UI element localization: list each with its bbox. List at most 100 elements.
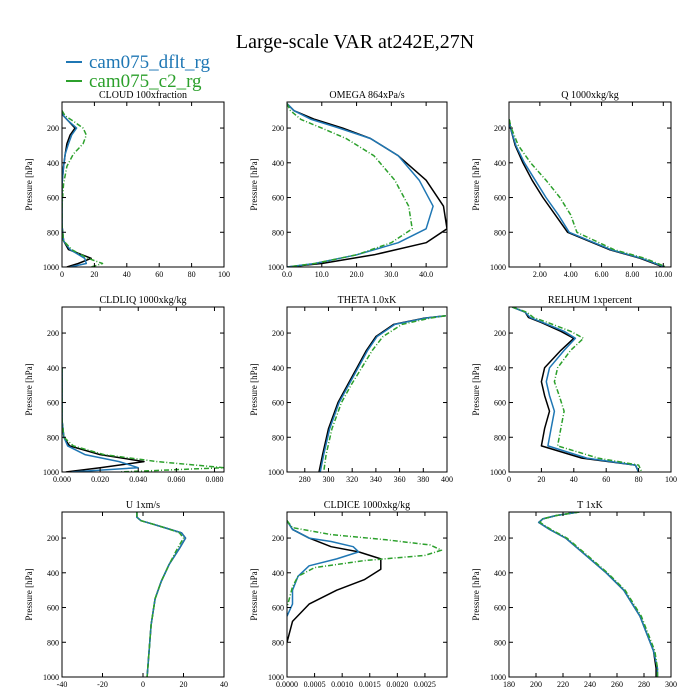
- y-tick-label: 200: [494, 329, 506, 338]
- series-line-green: [287, 520, 443, 608]
- y-axis-label: Pressure [hPa]: [24, 363, 34, 415]
- series-line-blue: [509, 119, 666, 267]
- series-line-green: [511, 307, 643, 472]
- plot-frame: [508, 101, 672, 268]
- x-tick-label: 0.0: [282, 270, 292, 279]
- x-tick-label: 20: [90, 270, 98, 279]
- x-tick-label: -20: [97, 680, 108, 689]
- x-tick-label: 300: [322, 475, 334, 484]
- series-group: [318, 314, 446, 472]
- y-tick-label: 600: [47, 399, 59, 408]
- y-tick-label: 600: [272, 399, 284, 408]
- y-axis-label: Pressure [hPa]: [471, 568, 481, 620]
- y-tick-label: 600: [47, 194, 59, 203]
- y-tick-label: 400: [494, 569, 506, 578]
- y-axis-label: Pressure [hPa]: [24, 158, 34, 210]
- x-tick-label: 380: [417, 475, 429, 484]
- x-tick-label: 220: [557, 680, 569, 689]
- series-line-black: [287, 103, 447, 267]
- panel-title: Q 1000xkg/kg: [561, 90, 619, 101]
- series-line-black: [287, 520, 382, 643]
- panel-1: CLOUD 100xfraction Pressure [hPa] 0 20 40 60 8…: [24, 90, 230, 279]
- y-tick-label: 1000: [43, 263, 59, 272]
- series-line-black: [136, 512, 187, 677]
- y-tick-label: 800: [47, 638, 59, 647]
- legend-label-c2: cam075_c2_rg: [89, 71, 202, 92]
- x-tick-label: 40: [123, 270, 131, 279]
- y-tick-label: 200: [47, 329, 59, 338]
- x-tick-label: 40.0: [419, 270, 433, 279]
- x-tick-label: 40: [220, 680, 228, 689]
- x-tick-label: 6.00: [595, 270, 609, 279]
- x-tick-label: 0.0010: [331, 680, 353, 689]
- y-tick-label: 400: [47, 569, 59, 578]
- series-line-green: [62, 367, 224, 472]
- y-tick-label: 400: [272, 569, 284, 578]
- y-tick-label: 400: [47, 159, 59, 168]
- x-tick-label: 0: [141, 680, 145, 689]
- plot-frame: [286, 306, 448, 473]
- x-tick-label: 20: [537, 475, 545, 484]
- x-tick-label: 100: [218, 270, 230, 279]
- x-tick-label: 4.00: [564, 270, 578, 279]
- series-line-blue: [319, 314, 446, 472]
- y-axis-label: Pressure [hPa]: [249, 568, 259, 620]
- figure-title: Large-scale VAR at242E,27N: [236, 31, 474, 53]
- y-tick-label: 600: [494, 194, 506, 203]
- y-tick-label: 800: [494, 638, 506, 647]
- y-axis-label: Pressure [hPa]: [471, 158, 481, 210]
- y-tick-label: 1000: [490, 468, 506, 477]
- y-tick-label: 600: [272, 194, 284, 203]
- x-tick-label: 0.040: [129, 475, 147, 484]
- series-group: [287, 520, 443, 643]
- y-tick-label: 600: [272, 604, 284, 613]
- plot-frame: [508, 511, 672, 678]
- x-tick-label: 260: [611, 680, 623, 689]
- x-tick-label: 20: [180, 680, 188, 689]
- x-tick-label: 2.00: [533, 270, 547, 279]
- series-line-black: [537, 512, 657, 677]
- x-tick-label: -40: [57, 680, 68, 689]
- y-tick-label: 400: [47, 364, 59, 373]
- panel-grid: CLOUD 100xfraction Pressure [hPa] 0 20 40 60 8…: [24, 90, 677, 689]
- panel-8: CLDICE 1000xkg/kg Pressure [hPa] 0.0000 0.0…: [249, 500, 448, 689]
- y-tick-label: 800: [47, 433, 59, 442]
- y-tick-label: 400: [494, 364, 506, 373]
- y-tick-label: 1000: [43, 673, 59, 682]
- x-tick-label: 0.0000: [276, 680, 298, 689]
- y-tick-label: 200: [47, 124, 59, 133]
- y-tick-label: 1000: [268, 263, 284, 272]
- panel-9: T 1xK Pressure [hPa] 180 200 220 240 260 280 300…: [471, 500, 677, 689]
- x-tick-label: 60: [602, 475, 610, 484]
- panel-title: CLDLIQ 1000xkg/kg: [100, 295, 187, 306]
- plot-frame: [286, 101, 448, 268]
- y-axis-label: Pressure [hPa]: [249, 363, 259, 415]
- series-line-blue: [287, 520, 360, 617]
- x-tick-label: 180: [503, 680, 515, 689]
- x-tick-label: 8.00: [625, 270, 639, 279]
- panel-6: RELHUM 1xpercent Pressure [hPa] 0 20 40 60 80 1…: [471, 295, 677, 484]
- plot-frame: [286, 511, 448, 678]
- x-tick-label: 0.060: [167, 475, 185, 484]
- y-tick-label: 200: [272, 329, 284, 338]
- series-line-green: [136, 512, 185, 677]
- panel-5: THETA 1.0xK Pressure [hPa] 280 300 320 340 360…: [249, 295, 453, 484]
- series-line-blue: [136, 512, 187, 677]
- panel-title: CLDICE 1000xkg/kg: [324, 500, 410, 511]
- series-line-black: [509, 119, 664, 267]
- x-tick-label: 280: [299, 475, 311, 484]
- y-tick-label: 1000: [490, 263, 506, 272]
- y-tick-label: 200: [47, 534, 59, 543]
- series-line-blue: [62, 110, 88, 267]
- series-group: [136, 512, 187, 677]
- x-tick-label: 300: [665, 680, 677, 689]
- y-tick-label: 1000: [490, 673, 506, 682]
- x-tick-label: 80: [188, 270, 196, 279]
- series-group: [509, 119, 667, 267]
- panel-3: Q 1000xkg/kg Pressure [hPa] 2.00 4.00 6.00 8.…: [471, 90, 672, 279]
- plot-frame: [61, 101, 225, 268]
- y-tick-label: 1000: [268, 468, 284, 477]
- x-tick-label: 200: [530, 680, 542, 689]
- x-tick-label: 0: [507, 475, 511, 484]
- panel-7: U 1xm/s Pressure [hPa] -40 -20 0 20 40 200 400 60…: [24, 500, 228, 689]
